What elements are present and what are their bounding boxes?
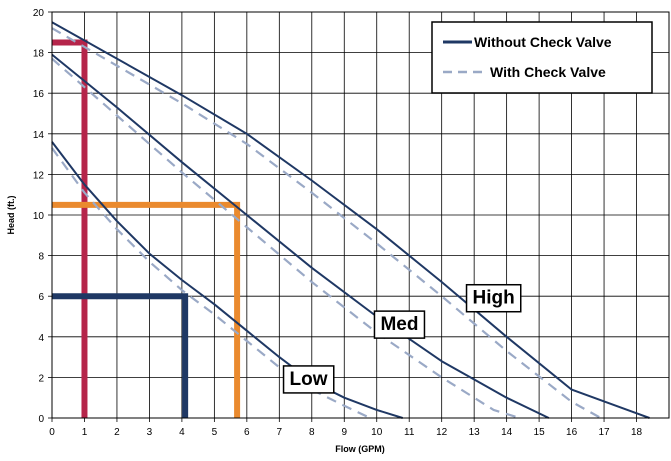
x-tick-label: 0 <box>49 427 55 438</box>
curve-label-box <box>373 310 426 339</box>
y-tick-label: 14 <box>33 130 45 141</box>
operating-point-marker <box>52 39 88 418</box>
operating-point-marker <box>52 201 241 418</box>
legend: Without Check Valve With Check Valve <box>431 21 653 94</box>
curve-label-high: High <box>465 283 522 313</box>
y-tick-label: 18 <box>33 49 45 60</box>
x-tick-label: 16 <box>566 427 578 438</box>
y-tick-labels: 0 2 4 6 8 10 12 14 16 18 20 <box>33 8 45 425</box>
series-lines <box>51 21 650 420</box>
x-tick-label: 15 <box>534 427 546 438</box>
x-tick-label: 6 <box>244 427 250 438</box>
x-tick-label: 18 <box>631 427 643 438</box>
y-tick-label: 10 <box>33 211 45 222</box>
legend-box <box>431 21 653 94</box>
y-tick-label: 16 <box>33 89 45 100</box>
y-tick-label: 2 <box>38 373 44 384</box>
curve-label-text: High <box>473 288 515 309</box>
x-tick-label: 7 <box>277 427 283 438</box>
y-tick-label: 20 <box>33 8 45 19</box>
x-tick-labels: 0 1 2 3 4 5 6 7 8 9 10 11 12 13 14 15 16 17 18 <box>49 427 642 438</box>
x-tick-label: 12 <box>436 427 448 438</box>
x-tick-label: 1 <box>82 427 88 438</box>
x-tick-label: 4 <box>179 427 185 438</box>
series-line-med-with-check-valve <box>51 57 520 420</box>
x-tick-label: 9 <box>341 427 347 438</box>
series-line-low-without-check-valve <box>51 141 403 419</box>
curve-label-med: Med <box>373 310 426 339</box>
series-line-low-with-check-valve <box>51 147 371 419</box>
y-tick-label: 0 <box>38 414 44 425</box>
curve-label-text: Med <box>380 314 418 335</box>
series-line-high-with-check-valve <box>51 27 602 419</box>
y-tick-label: 4 <box>38 333 44 344</box>
y-axis-title: Head (ft.) <box>6 196 16 235</box>
curve-label-box <box>282 365 335 394</box>
x-tick-label: 13 <box>469 427 481 438</box>
y-tick-label: 8 <box>38 252 44 263</box>
operating-point-marker <box>52 293 189 418</box>
curve-label-text: Low <box>290 369 328 390</box>
x-tick-label: 2 <box>114 427 120 438</box>
y-tick-label: 6 <box>38 292 44 303</box>
y-tick-label: 12 <box>33 170 45 181</box>
x-tick-label: 8 <box>309 427 315 438</box>
operating-point-markers <box>52 39 241 418</box>
curve-label-box <box>465 283 522 313</box>
legend-label-without-check-valve: Without Check Valve <box>474 34 612 50</box>
legend-label-with-check-valve: With Check Valve <box>490 64 606 80</box>
curve-labels: High Med Low <box>282 283 522 394</box>
x-tick-label: 10 <box>371 427 383 438</box>
series-line-high-without-check-valve <box>51 21 650 419</box>
x-tick-label: 14 <box>501 427 513 438</box>
series-line-med-without-check-valve <box>51 53 550 419</box>
x-tick-label: 17 <box>598 427 610 438</box>
curve-label-low: Low <box>282 365 335 394</box>
x-axis-title: Flow (GPM) <box>335 444 385 454</box>
x-tick-label: 3 <box>147 427 153 438</box>
x-tick-label: 5 <box>212 427 218 438</box>
plot-frame <box>51 11 670 419</box>
x-tick-label: 11 <box>404 427 415 438</box>
